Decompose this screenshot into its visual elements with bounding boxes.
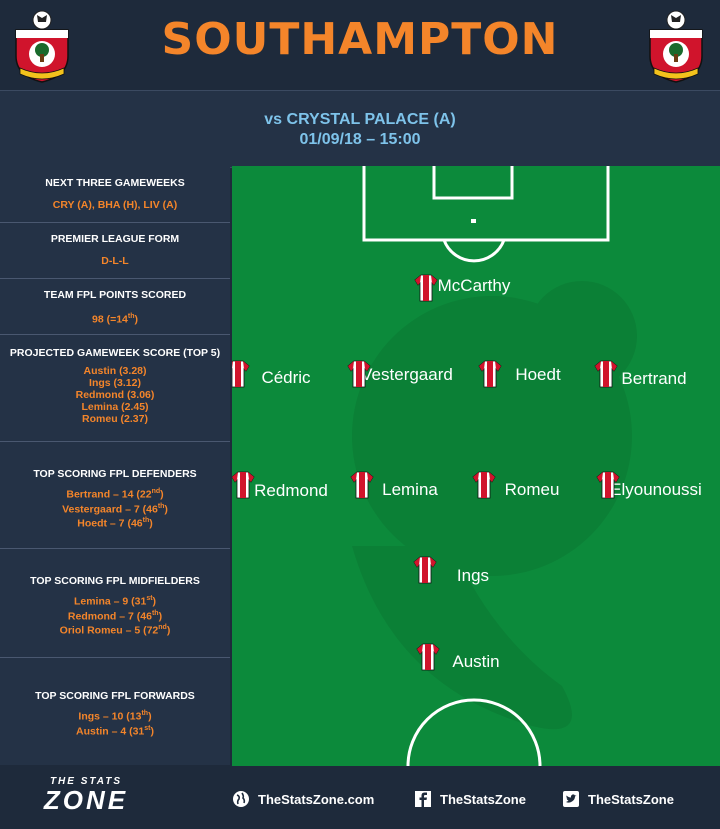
panel-value: Hoedt – 7 (46th) [77, 517, 153, 530]
panel-value: Lemina – 9 (31st) [73, 595, 157, 608]
shirt-icon [232, 360, 250, 388]
player-defender: Hoedt [478, 360, 598, 388]
website-link[interactable]: TheStatsZone.com [232, 790, 374, 808]
panel-value: Oriol Romeu – 5 (72nd) [59, 624, 171, 637]
facebook-link[interactable]: TheStatsZone [414, 790, 526, 808]
shirt-icon [596, 471, 620, 499]
shirt-icon [594, 360, 618, 388]
shirt-icon [414, 274, 438, 302]
twitter-icon [563, 791, 579, 807]
panel-title: TOP SCORING FPL FORWARDS [35, 690, 195, 702]
panel-value: Austin (3.28) [83, 365, 147, 377]
player-midfielder: Redmond [232, 471, 351, 501]
shirt-icon [413, 556, 437, 584]
shirt-icon [478, 360, 502, 388]
player-name: Bertrand [621, 369, 687, 388]
panel-title: NEXT THREE GAMEWEEKS [45, 177, 185, 189]
pitch-markings [352, 166, 637, 766]
shirt-icon [232, 471, 255, 499]
player-forward: Austin [416, 643, 536, 672]
panel-value: Austin – 4 (31st) [75, 724, 154, 738]
thestatszone-logo: THE STATS ZONE [26, 776, 146, 813]
panel-top-midfielders: TOP SCORING FPL MIDFIELDERS Lemina – 9 (… [0, 549, 230, 658]
player-name: Hoedt [515, 365, 561, 384]
shirt-icon [472, 471, 496, 499]
panel-title: PROJECTED GAMEWEEK SCORE (TOP 5) [9, 347, 221, 359]
panel-title: TOP SCORING FPL MIDFIELDERS [30, 575, 200, 587]
panel-value: D-L-L [101, 255, 129, 267]
logo-bottom-text: ZONE [43, 785, 129, 815]
player-name: Romeu [504, 480, 560, 499]
panel-top-forwards: TOP SCORING FPL FORWARDS Ings – 10 (13th… [0, 658, 230, 765]
panel-title: TOP SCORING FPL DEFENDERS [33, 468, 197, 480]
player-midfielder: Romeu [472, 471, 592, 500]
player-defender: Vestergaard [347, 360, 467, 388]
shirt-icon [347, 360, 371, 388]
player-defender: Bertrand [594, 360, 714, 389]
panel-value: Redmond – 7 (46th) [67, 609, 163, 623]
panel-value: Bertrand – 14 (22nd) [66, 488, 164, 501]
panel-value: Lemina (2.45) [81, 401, 149, 413]
header: SOUTHAMPTON [0, 0, 720, 90]
shirt-icon [350, 471, 374, 499]
pitch: McCarthy Cédric Vestergaard Hoedt B [232, 166, 720, 766]
panel-title: PREMIER LEAGUE FORM [50, 233, 180, 245]
premier-league-lion-icon [352, 281, 637, 730]
player-name: Lemina [382, 480, 438, 499]
footer: THE STATS ZONE TheStatsZone.com TheStats… [0, 766, 720, 829]
player-name: Elyounoussi [610, 480, 702, 499]
player-goalkeeper: McCarthy [414, 274, 534, 302]
player-name: Redmond [254, 481, 328, 500]
fixture-banner: vs CRYSTAL PALACE (A) 01/09/18 – 15:00 [0, 90, 720, 168]
panel-value: 98 (=14th) [91, 313, 138, 326]
facebook-text: TheStatsZone [440, 791, 526, 807]
player-name: Cédric [261, 368, 311, 387]
player-midfielder: Lemina [350, 471, 470, 500]
panel-value: Ings – 10 (13th) [78, 710, 152, 723]
player-defender: Cédric [232, 360, 346, 388]
southampton-crest-icon [649, 10, 703, 83]
player-name: Ings [456, 566, 490, 585]
panel-next-gameweeks: NEXT THREE GAMEWEEKS CRY (A), BHA (H), L… [0, 167, 230, 223]
panel-projected-score: PROJECTED GAMEWEEK SCORE (TOP 5) Austin … [0, 335, 230, 442]
player-attacking-midfielder: Ings [413, 556, 533, 586]
player-name: Vestergaard [361, 365, 453, 384]
panel-value: CRY (A), BHA (H), LIV (A) [52, 199, 178, 211]
panel-value: Romeu (2.37) [82, 413, 148, 425]
panel-value: Vestergaard – 7 (46th) [62, 502, 168, 516]
fixture-datetime: 01/09/18 – 15:00 [299, 131, 421, 148]
team-title: SOUTHAMPTON [161, 14, 559, 65]
panel-value: Redmond (3.06) [75, 389, 155, 401]
facebook-icon [415, 791, 431, 807]
southampton-crest-icon [15, 10, 69, 83]
panel-value: Ings (3.12) [89, 377, 141, 389]
twitter-text: TheStatsZone [588, 791, 674, 807]
website-text: TheStatsZone.com [258, 791, 375, 807]
panel-league-form: PREMIER LEAGUE FORM D-L-L [0, 223, 230, 279]
panel-top-defenders: TOP SCORING FPL DEFENDERS Bertrand – 14 … [0, 442, 230, 549]
panel-title: TEAM FPL POINTS SCORED [43, 289, 187, 301]
player-name: McCarthy [437, 276, 511, 295]
twitter-link[interactable]: TheStatsZone [562, 790, 674, 808]
globe-icon [233, 791, 249, 807]
player-name: Austin [452, 652, 500, 671]
panel-team-points: TEAM FPL POINTS SCORED 98 (=14th) [0, 279, 230, 335]
shirt-icon [416, 643, 440, 671]
player-midfielder: Elyounoussi [596, 471, 716, 500]
logo-top-text: THE STATS [49, 776, 123, 787]
fixture-opponent: vs CRYSTAL PALACE (A) [264, 111, 456, 128]
